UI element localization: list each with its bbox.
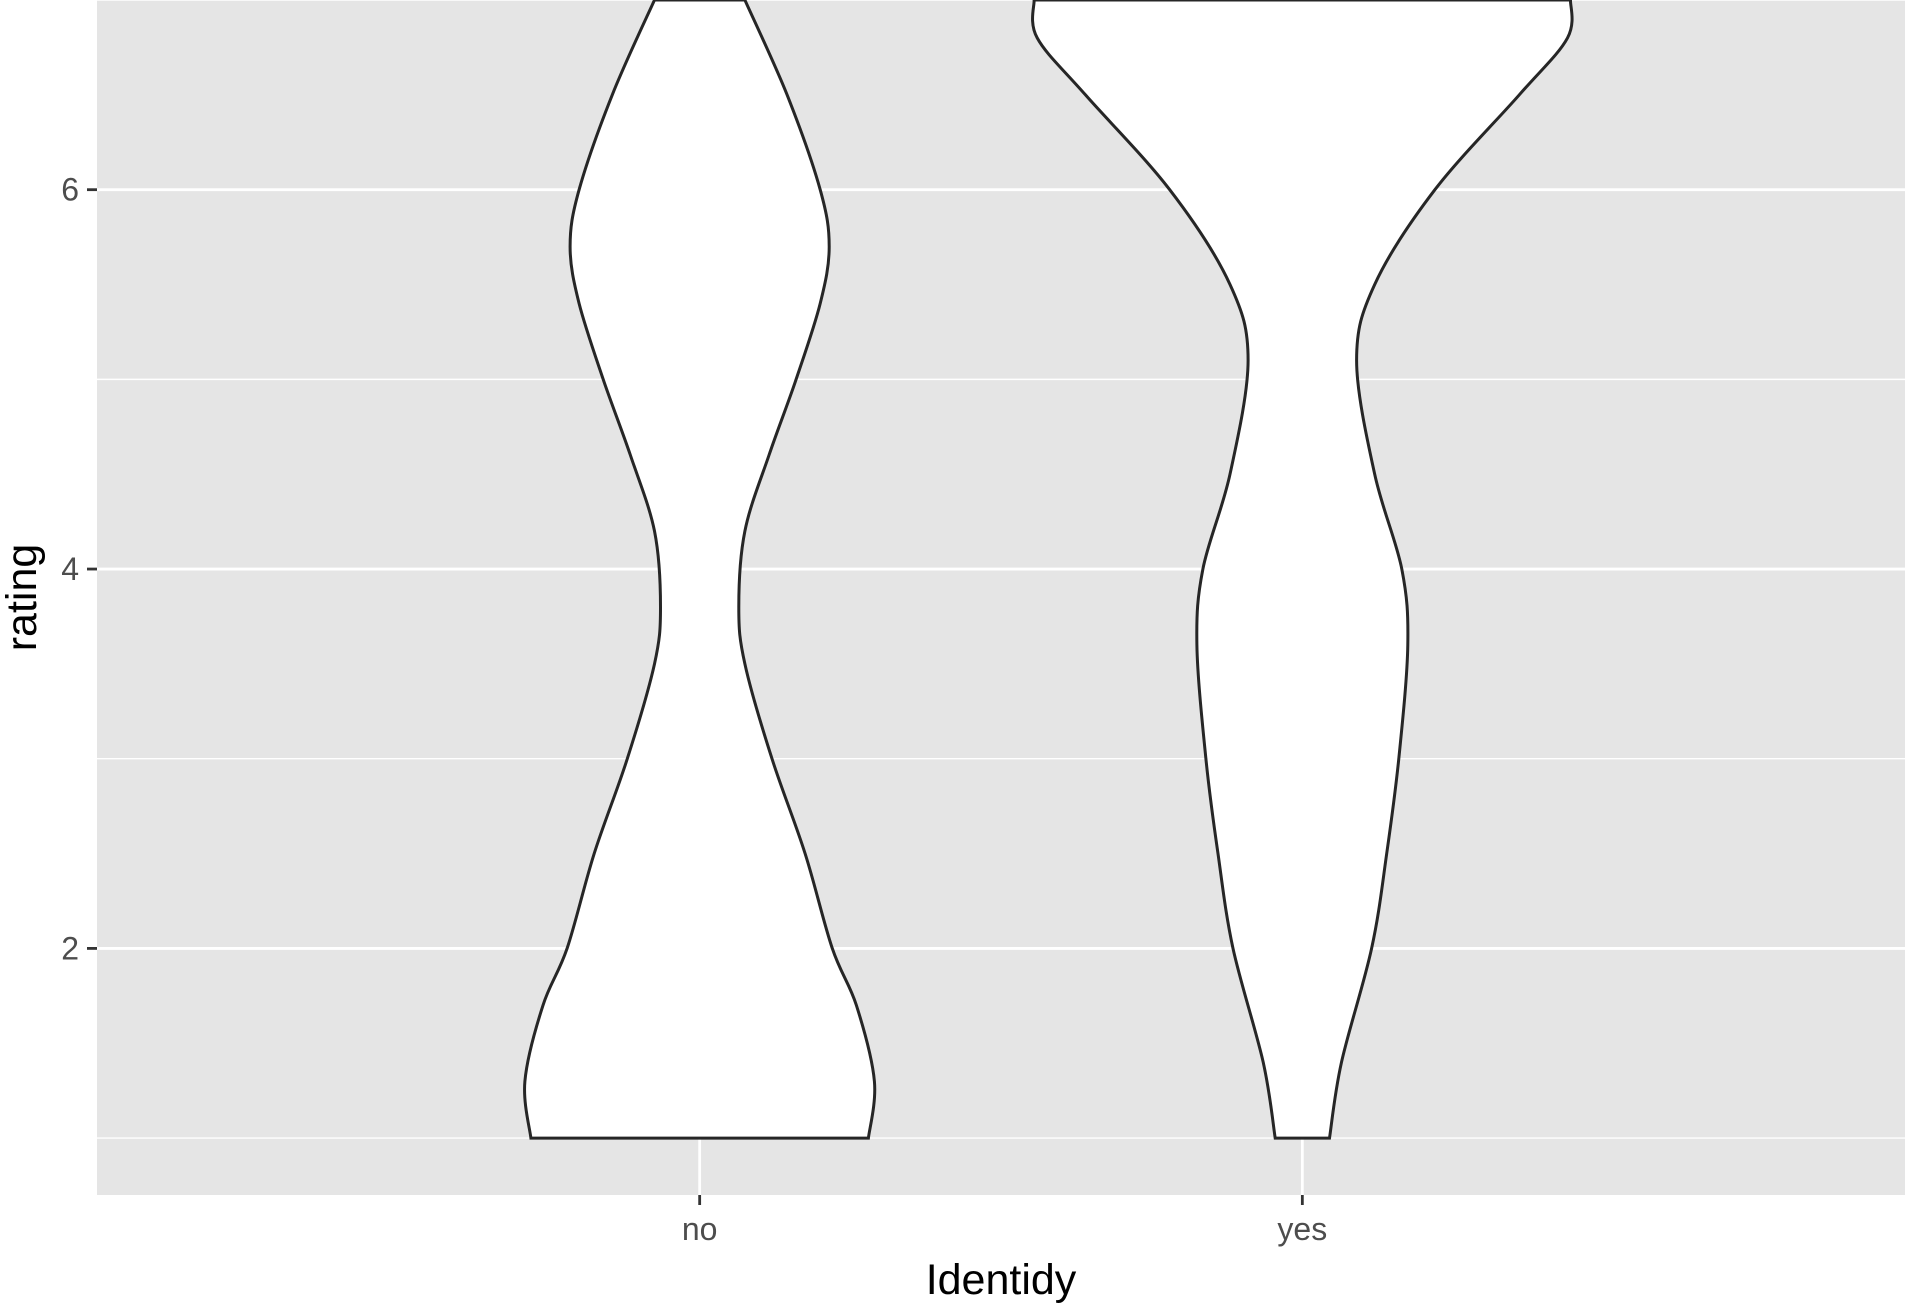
plot-panel — [97, 0, 1905, 1195]
violins — [523, 0, 1574, 1140]
y-tick-label: 2 — [61, 930, 79, 966]
axes: 2 4 6 no yes — [61, 172, 1327, 1247]
y-axis-title: rating — [0, 544, 46, 652]
violin-yes — [1031, 0, 1574, 1140]
y-tick-label: 6 — [61, 172, 79, 208]
x-tick-label: yes — [1277, 1211, 1327, 1247]
x-axis-title: Identidy — [926, 1256, 1077, 1304]
violin-no — [523, 0, 877, 1140]
x-tick-label: no — [682, 1211, 718, 1247]
y-tick-label: 4 — [61, 551, 79, 587]
